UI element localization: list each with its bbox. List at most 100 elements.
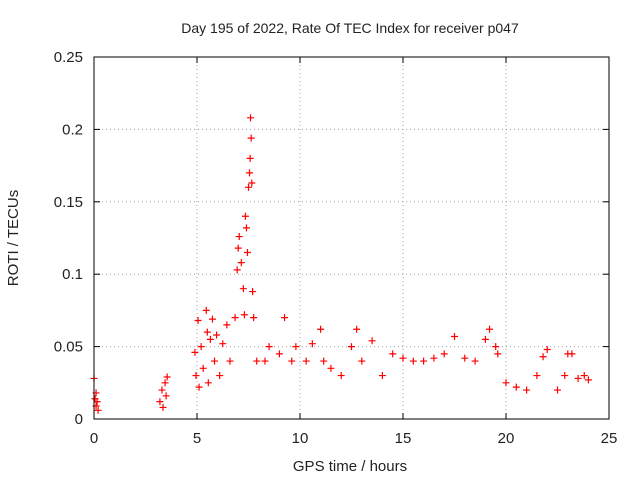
data-point (492, 343, 500, 351)
data-point (197, 343, 205, 351)
x-axis-label: GPS time / hours (293, 458, 407, 475)
data-point (486, 325, 494, 333)
y-tick-label: 0.2 (62, 121, 83, 138)
data-point (206, 335, 214, 343)
data-point (249, 288, 257, 296)
y-axis-label: ROTI / TECUs (5, 190, 22, 286)
data-point (461, 354, 469, 362)
data-points (90, 114, 592, 414)
data-point (502, 379, 510, 387)
data-point (533, 372, 541, 380)
data-point (561, 372, 569, 380)
data-point (213, 331, 221, 339)
data-point (265, 343, 273, 351)
x-tick-label: 20 (498, 430, 515, 447)
data-point (389, 350, 397, 358)
data-point (409, 357, 417, 365)
plot-frame (93, 56, 610, 420)
data-point (211, 357, 219, 365)
data-point (231, 314, 239, 322)
x-tick-label: 15 (395, 430, 412, 447)
data-point (368, 337, 376, 345)
x-tick-label: 25 (601, 430, 618, 447)
data-point (239, 285, 247, 293)
data-point (348, 343, 355, 351)
x-tick-label: 0 (90, 430, 98, 447)
grid-lines (94, 57, 609, 419)
data-point (494, 350, 502, 358)
data-point (245, 183, 252, 191)
data-point (158, 386, 166, 394)
data-point (203, 328, 211, 336)
data-point (512, 383, 520, 391)
data-point (420, 357, 428, 365)
data-point (202, 306, 210, 314)
data-point (241, 212, 249, 220)
data-point (233, 266, 241, 274)
chart-title: Day 195 of 2022, Rate Of TEC Index for r… (181, 20, 519, 36)
data-point (308, 340, 316, 348)
data-point (451, 332, 458, 340)
data-point (248, 179, 256, 187)
data-point (399, 354, 407, 362)
data-point (281, 314, 289, 322)
data-point (246, 154, 254, 162)
data-point (554, 386, 561, 394)
data-point (161, 379, 169, 387)
axis-ticks: 0 5 10 15 20 25 0 0.05 0.1 0.15 0.2 0.25 (54, 49, 618, 447)
data-point (337, 372, 345, 380)
data-point (327, 364, 335, 372)
data-point (243, 248, 251, 256)
data-point (320, 357, 328, 365)
data-point (523, 386, 531, 394)
data-point (219, 340, 227, 348)
data-point (539, 353, 547, 361)
x-tick-label: 5 (193, 430, 201, 447)
data-point (208, 315, 216, 323)
data-point (235, 233, 243, 241)
y-tick-label: 0.15 (54, 194, 83, 211)
x-tick-label: 10 (292, 430, 309, 447)
data-point (250, 314, 258, 322)
data-point (94, 406, 102, 414)
data-point (159, 403, 167, 411)
data-point (223, 321, 231, 329)
data-point (253, 357, 261, 365)
data-point (237, 259, 245, 267)
data-point (440, 350, 448, 358)
data-point (471, 357, 479, 365)
data-point (191, 348, 199, 356)
y-tick-label: 0.25 (54, 49, 83, 66)
data-point (288, 357, 296, 365)
data-point (216, 372, 224, 380)
data-point (543, 345, 551, 353)
data-point (156, 398, 164, 406)
data-point (246, 169, 254, 177)
data-point (162, 392, 170, 400)
data-point (302, 357, 310, 365)
data-point (261, 357, 269, 365)
data-point (226, 357, 234, 365)
data-point (204, 379, 212, 387)
data-point (247, 134, 255, 142)
data-point (574, 374, 582, 382)
data-point (292, 343, 300, 351)
data-point (242, 224, 250, 232)
data-point (195, 383, 203, 391)
y-tick-label: 0.05 (54, 339, 83, 356)
data-point (247, 114, 255, 122)
data-point (93, 398, 101, 406)
data-point (580, 372, 588, 380)
data-point (163, 373, 171, 381)
data-point (199, 364, 207, 372)
data-point (192, 372, 200, 380)
y-tick-label: 0 (75, 411, 83, 428)
data-point (194, 317, 202, 325)
data-point (234, 244, 242, 252)
data-point (584, 376, 592, 384)
data-point (275, 350, 283, 358)
data-point (378, 372, 386, 380)
data-point (430, 354, 438, 362)
data-point (240, 311, 248, 319)
